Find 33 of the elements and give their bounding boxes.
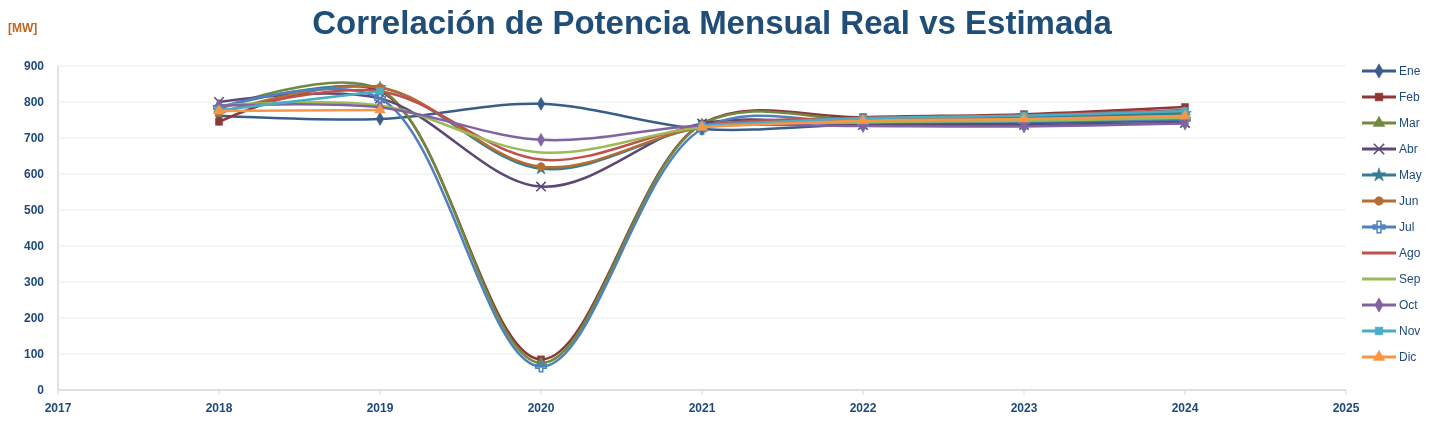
y-tick-label: 300 [23,275,45,290]
y-tick-label: 900 [23,59,45,74]
legend-label: May [1399,168,1422,183]
legend-label: Oct [1399,298,1419,313]
chart-title: Correlación de Potencia Mensual Real vs Estimada [312,4,1113,41]
x-tick-label: 2017 [44,401,72,415]
y-tick-label: 0 [37,383,45,398]
y-tick-label: 200 [23,311,45,326]
x-tick-label: 2020 [527,401,555,415]
legend-label: Nov [1399,324,1421,339]
x-tick-label: 2022 [849,401,877,415]
legend-label: Feb [1399,90,1420,105]
y-tick-label: 600 [23,167,45,182]
y-tick-label: 400 [23,239,45,254]
legend-label: Mar [1399,116,1420,131]
x-tick-label: 2024 [1171,401,1199,415]
y-tick-label: 500 [23,203,45,218]
legend-label: Jun [1399,194,1419,209]
x-tick-label: 2019 [366,401,394,415]
legend-label: Sep [1399,272,1421,287]
y-tick-label: 700 [23,131,45,146]
x-tick-label: 2021 [688,401,716,415]
legend-label: Jul [1399,220,1415,235]
x-tick-label: 2018 [205,401,233,415]
x-tick-label: 2025 [1332,401,1360,415]
y-tick-label: 100 [23,347,45,362]
y-tick-label: 800 [23,95,45,110]
legend-label: Abr [1399,142,1418,157]
x-tick-label: 2023 [1010,401,1038,415]
legend-label: Dic [1399,350,1417,365]
legend-label: Ago [1399,246,1421,261]
legend-label: Ene [1399,64,1421,79]
y-axis-title: [MW] [8,21,38,35]
